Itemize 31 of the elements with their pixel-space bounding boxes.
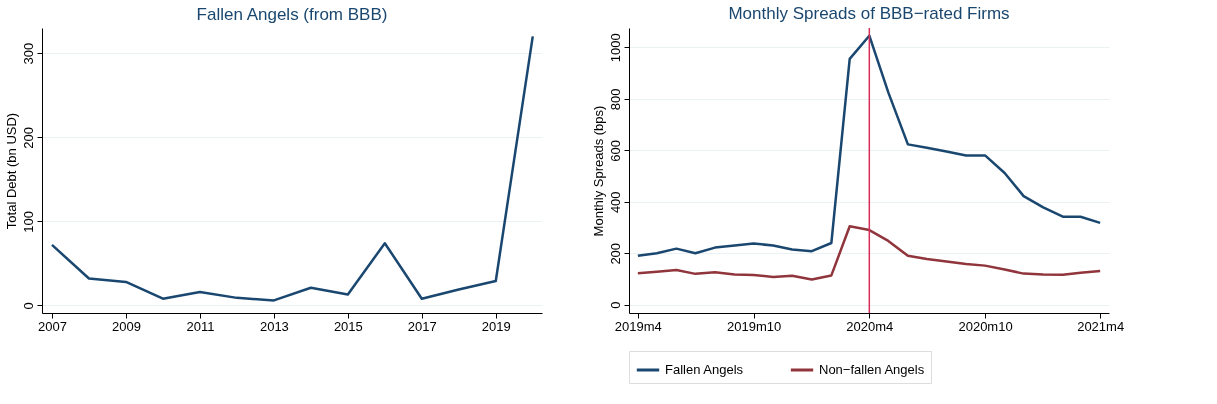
x-tick-label: 2020m10 — [958, 318, 1013, 334]
x-tick-label: 2020m4 — [846, 318, 894, 334]
x-tick-label: 2017 — [407, 318, 437, 334]
chart-title: Monthly Spreads of BBB−rated Firms — [728, 4, 1010, 24]
y-axis-title: Total Debt (bn USD) — [3, 112, 19, 230]
y-tick-label: 0 — [607, 301, 623, 309]
x-tick-label: 2019m4 — [614, 318, 662, 334]
x-tick-label: 2007 — [38, 318, 67, 334]
line-series — [50, 35, 534, 302]
y-tick-label: 800 — [607, 88, 623, 111]
y-tick-label: 400 — [607, 191, 623, 214]
x-tick-label: 2019m10 — [726, 318, 782, 334]
x-tick-label: 2021m4 — [1077, 318, 1125, 334]
line-series — [636, 34, 1102, 258]
legend-label: Non−fallen Angels — [819, 362, 925, 377]
chart-title: Fallen Angels (from BBB) — [196, 5, 388, 24]
legend-label: Fallen Angels — [665, 362, 744, 377]
y-tick-label: 300 — [20, 42, 36, 65]
y-axis-title: Monthly Spreads (bps) — [590, 105, 606, 237]
y-tick-label: 200 — [607, 242, 623, 265]
x-tick-label: 2013 — [259, 318, 289, 334]
x-tick-label: 2009 — [111, 318, 141, 334]
x-tick-label: 2011 — [186, 318, 215, 334]
y-tick-label: 600 — [607, 139, 623, 162]
x-tick-label: 2019 — [481, 318, 511, 334]
y-tick-label: 100 — [20, 211, 36, 233]
line-series — [636, 224, 1102, 281]
y-tick-label: 200 — [20, 126, 36, 149]
y-tick-label: 0 — [20, 302, 36, 310]
x-tick-label: 2015 — [333, 318, 363, 334]
y-tick-label: 1000 — [607, 33, 623, 63]
